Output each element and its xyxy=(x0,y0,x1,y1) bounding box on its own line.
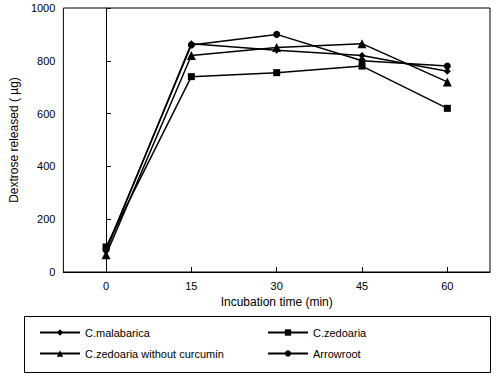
svg-text:C.zedoaria without curcumin: C.zedoaria without curcumin xyxy=(85,348,224,360)
svg-text:1000: 1000 xyxy=(31,2,55,14)
svg-text:C.zedoaria: C.zedoaria xyxy=(313,327,367,339)
svg-text:200: 200 xyxy=(37,213,55,225)
svg-text:C.malabarica: C.malabarica xyxy=(85,327,151,339)
svg-text:60: 60 xyxy=(441,280,453,292)
svg-text:0: 0 xyxy=(49,266,55,278)
svg-text:600: 600 xyxy=(37,108,55,120)
svg-text:Incubation time (min): Incubation time (min) xyxy=(221,295,333,309)
svg-text:0: 0 xyxy=(103,280,109,292)
svg-text:400: 400 xyxy=(37,160,55,172)
svg-text:15: 15 xyxy=(185,280,197,292)
svg-text:45: 45 xyxy=(356,280,368,292)
svg-text:30: 30 xyxy=(271,280,283,292)
svg-text:Dextrose released ( µg): Dextrose released ( µg) xyxy=(7,77,21,203)
svg-text:800: 800 xyxy=(37,55,55,67)
svg-text:Arrowroot: Arrowroot xyxy=(313,348,361,360)
